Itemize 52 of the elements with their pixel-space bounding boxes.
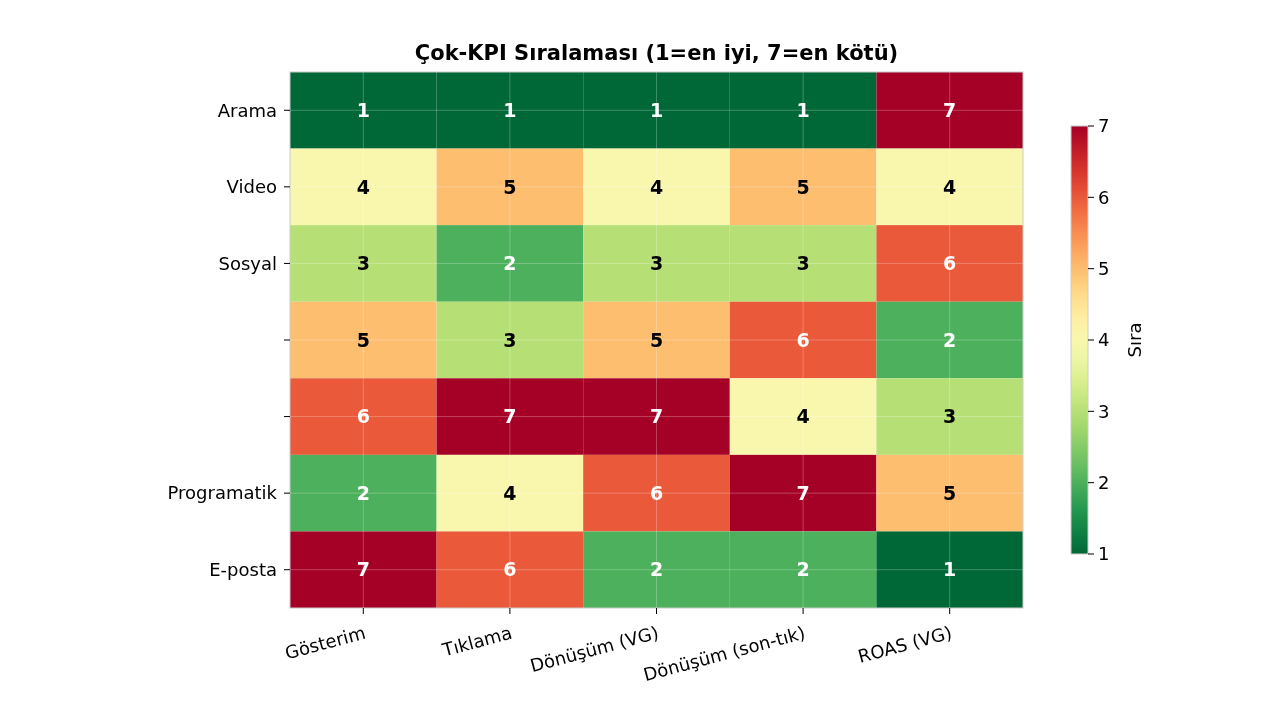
color-bar-label: 7 [1098,115,1110,137]
color-bar-label: 2 [1098,471,1110,493]
data-label: 6 [649,481,664,504]
data-label: 3 [503,328,517,351]
data-label: 4 [796,405,810,428]
data-label: 5 [356,328,370,351]
y-tick-label: E-posta [209,559,277,581]
y-tick-label: Sosyal [218,252,277,274]
data-label: 4 [356,175,370,198]
color-bar-label: 3 [1098,400,1110,422]
data-label: 6 [796,328,810,351]
data-label: 7 [943,98,957,121]
data-label: 5 [503,175,517,198]
x-tick-label: Gösterim [282,621,368,664]
y-tick-label: Programatik [167,482,278,504]
color-bar-label: 4 [1098,329,1110,351]
data-label: 5 [796,175,810,198]
data-label: 7 [796,481,810,504]
y-tick-label: Arama [217,99,277,121]
x-tick-label: Tıklama [439,621,515,661]
data-label: 3 [356,252,370,275]
data-label: 4 [943,175,957,198]
color-bar-title: Sıra [1124,322,1145,358]
x-tick-label: ROAS (VG) [855,621,954,667]
data-label: 3 [649,252,664,275]
data-label: 1 [943,558,957,581]
y-tick-label: Video [226,176,277,198]
data-label: 6 [943,252,957,275]
color-bar-label: 5 [1098,257,1110,279]
data-label: 3 [796,252,810,275]
data-label: 6 [503,558,517,581]
data-label: 3 [943,405,957,428]
data-label: 6 [356,405,370,428]
data-label: 7 [649,405,664,428]
data-label: 2 [503,252,517,275]
data-label: 1 [796,98,810,121]
data-label: 7 [503,405,517,428]
data-label: 7 [356,558,370,581]
data-label: 4 [649,175,664,198]
data-label: 2 [356,481,370,504]
data-label: 4 [503,481,517,504]
data-label: 5 [943,481,957,504]
color-bar-label: 1 [1098,543,1110,565]
data-label: 5 [649,328,664,351]
data-label: 1 [503,98,517,121]
data-label: 2 [796,558,810,581]
color-bar-label: 6 [1098,186,1110,208]
data-label: 1 [649,98,664,121]
data-label: 2 [943,328,957,351]
data-label: 2 [649,558,664,581]
data-label: 1 [356,98,370,121]
chart-title: Çok-KPI Sıralaması (1=en iyi, 7=en kötü) [414,41,899,65]
